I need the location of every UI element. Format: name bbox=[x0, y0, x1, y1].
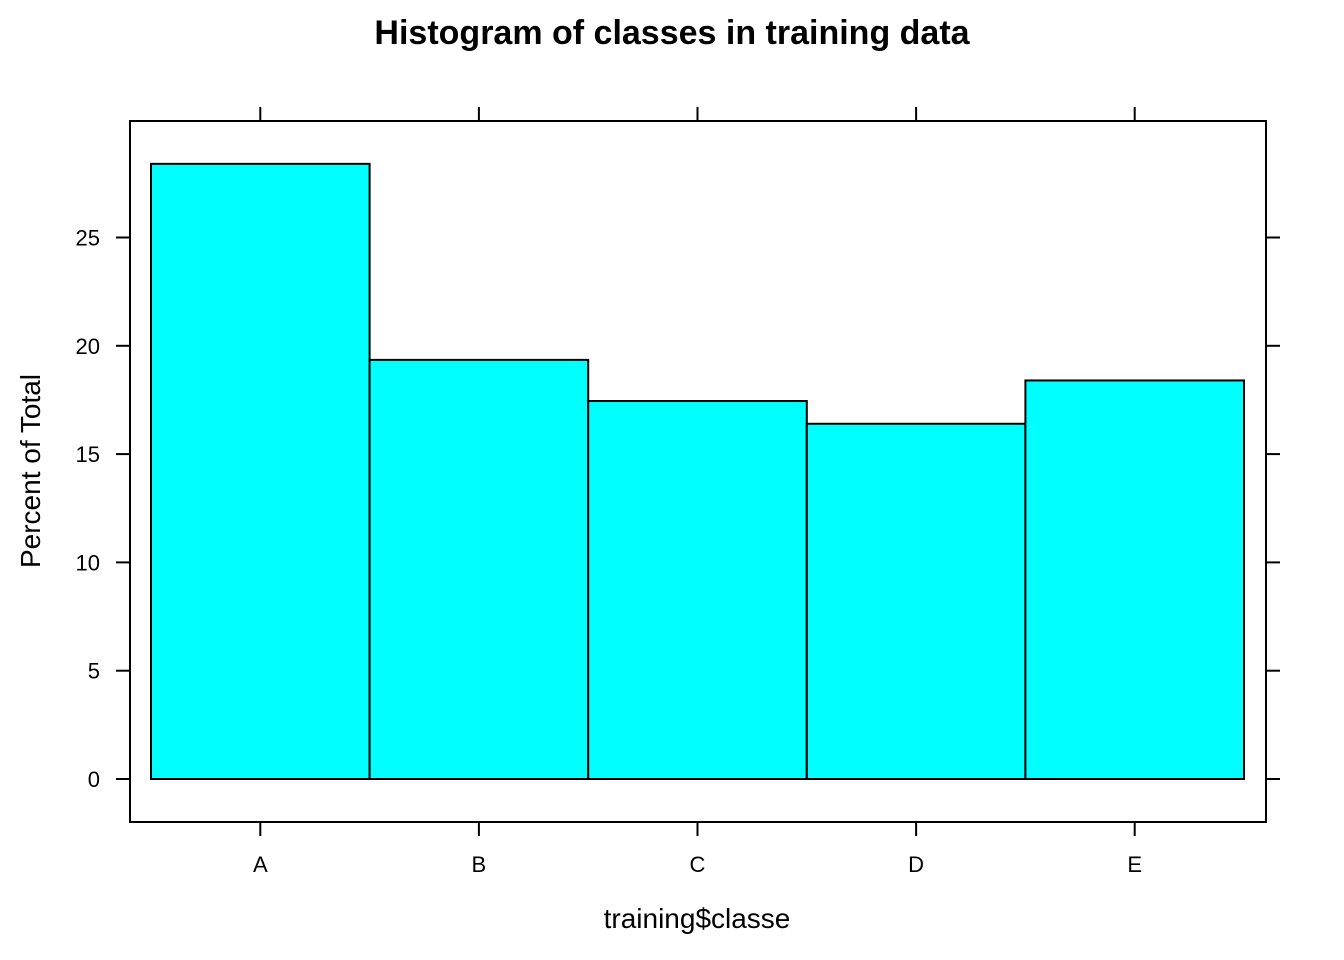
x-tick-label-B: B bbox=[472, 852, 487, 877]
y-axis-label: Percent of Total bbox=[15, 374, 46, 568]
x-tick-label-D: D bbox=[908, 852, 924, 877]
x-axis-top bbox=[259, 107, 1136, 121]
x-tick-label-E: E bbox=[1127, 852, 1142, 877]
y-tick-label: 25 bbox=[76, 226, 100, 251]
y-tick-label: 0 bbox=[88, 767, 100, 792]
y-tick-label: 15 bbox=[76, 442, 100, 467]
chart-title: Histogram of classes in training data bbox=[374, 14, 970, 52]
x-axis-bottom: A B C D E bbox=[253, 822, 1142, 877]
bar-B bbox=[368, 358, 590, 780]
x-axis-label: training$classe bbox=[604, 903, 791, 934]
bar-A bbox=[150, 162, 371, 780]
x-tick-label-C: C bbox=[690, 852, 706, 877]
y-tick-label: 20 bbox=[76, 334, 100, 359]
bars-group bbox=[150, 162, 1246, 780]
y-tick-label: 5 bbox=[88, 659, 100, 684]
y-axis-right bbox=[1266, 236, 1280, 780]
bar-D bbox=[805, 422, 1027, 780]
bar-E bbox=[1024, 379, 1246, 780]
y-axis-left: 0 5 10 15 20 25 bbox=[76, 226, 130, 792]
y-tick-label: 10 bbox=[76, 550, 100, 575]
bar-C bbox=[587, 400, 808, 780]
x-tick-label-A: A bbox=[253, 852, 268, 877]
